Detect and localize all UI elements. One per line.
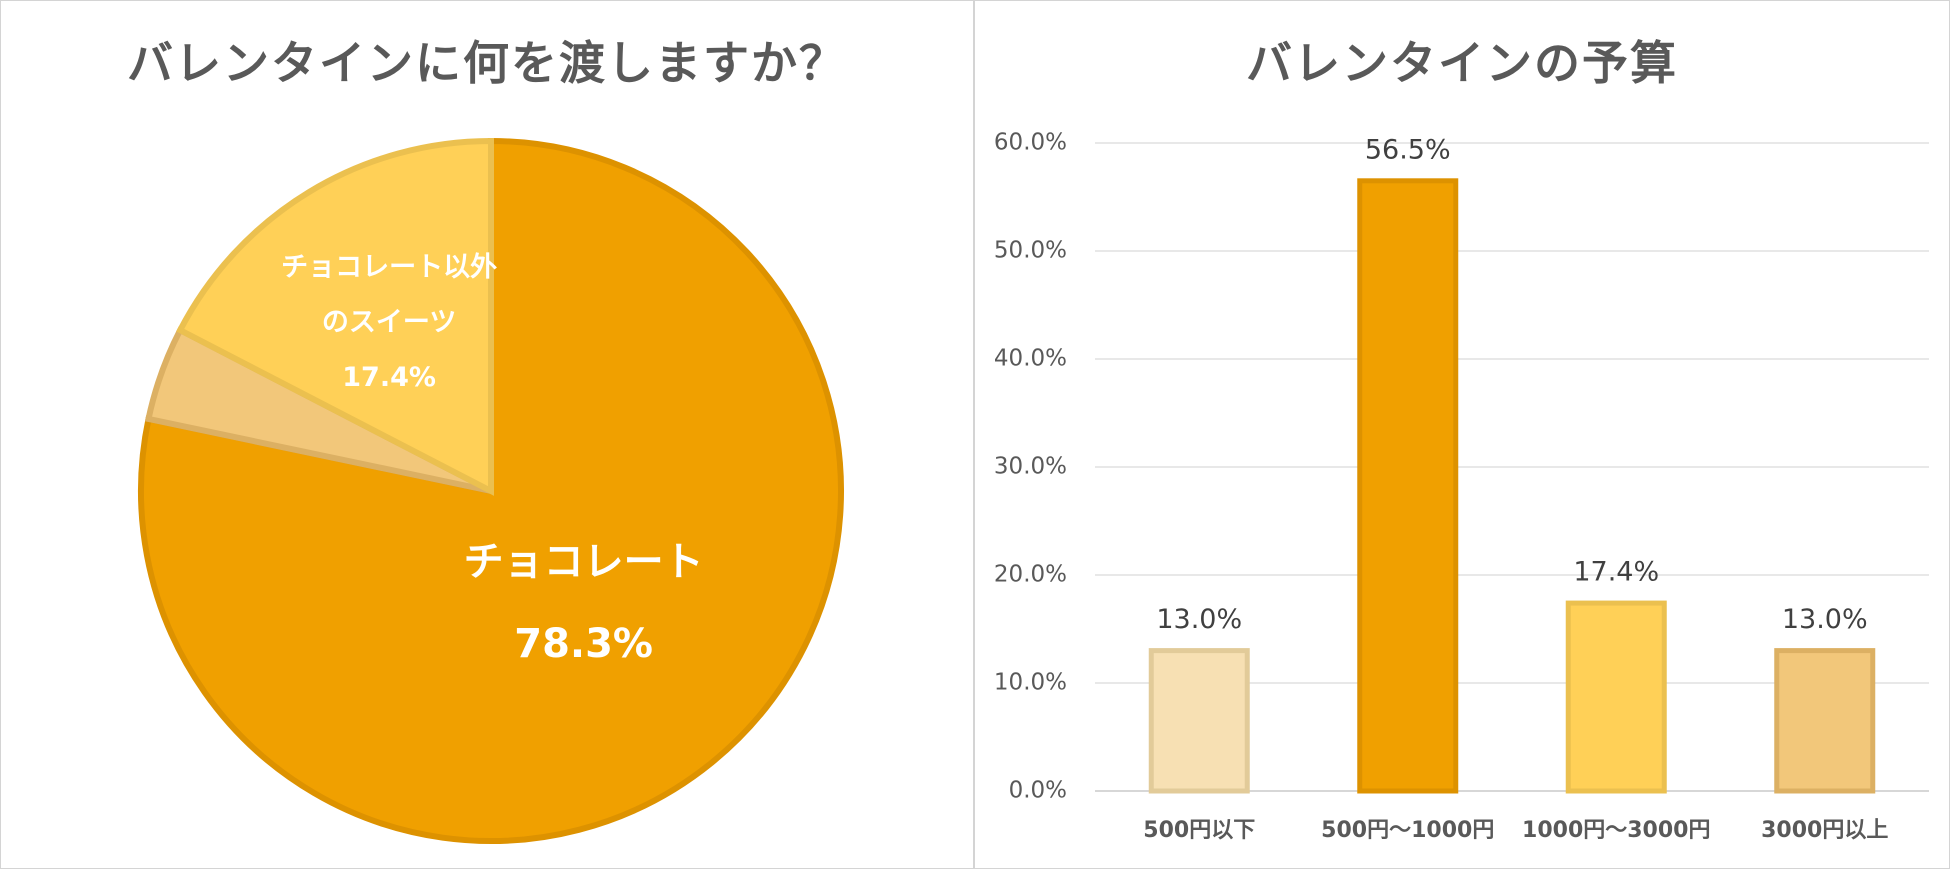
bar [1774,648,1876,794]
bar-value-label: 17.4% [1573,557,1659,588]
y-tick-label: 0.0% [1009,778,1067,804]
x-tick-label: 500円～1000円 [1321,818,1494,843]
bar-chart-title: バレンタインの予算 [1246,36,1678,90]
y-tick-label: 10.0% [994,670,1067,696]
bar-chart: 0.0% 10.0% 20.0% 30.0% 40.0% 50.0% 60.0% 13.0% 5… [994,130,1929,843]
bar-chart-panel: バレンタインの予算 0.0% 10.0% 20.0% 30.0% 40.0% 50.0% 6… [974,0,1950,869]
bar [1148,648,1250,794]
x-tick-label: 500円以下 [1143,818,1255,843]
y-tick-label: 50.0% [994,238,1067,264]
bar-value-label: 13.0% [1156,604,1242,635]
y-tick-label: 30.0% [994,454,1067,480]
pie-slice [176,137,494,496]
pie-chart-panel: バレンタインに何を渡しますか？ チョコレート 78.3% チョコレート以外 のスイーツ… [0,0,974,869]
x-tick-label: 1000円～3000円 [1522,818,1710,843]
pie-slice-label: チョコレート [464,539,704,585]
pie-slice-label: チョコレート以外 [281,252,497,283]
pie-slice-label: のスイーツ [322,307,456,338]
bar [1565,600,1667,794]
pie-slice-value-label: 17.4% [342,362,436,393]
x-tick-label: 3000円以上 [1761,818,1888,843]
pie-slice-value-label: 78.3% [514,621,653,667]
y-tick-label: 40.0% [994,346,1067,372]
y-tick-label: 60.0% [994,130,1067,156]
pie-chart-title: バレンタインに何を渡しますか？ [127,36,847,90]
bar-value-label: 13.0% [1782,604,1868,635]
y-tick-label: 20.0% [994,562,1067,588]
bar-value-label: 56.5% [1365,134,1451,165]
bar [1357,178,1459,794]
